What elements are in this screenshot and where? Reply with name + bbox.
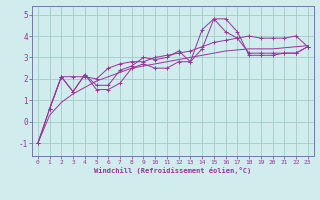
X-axis label: Windchill (Refroidissement éolien,°C): Windchill (Refroidissement éolien,°C) xyxy=(94,167,252,174)
